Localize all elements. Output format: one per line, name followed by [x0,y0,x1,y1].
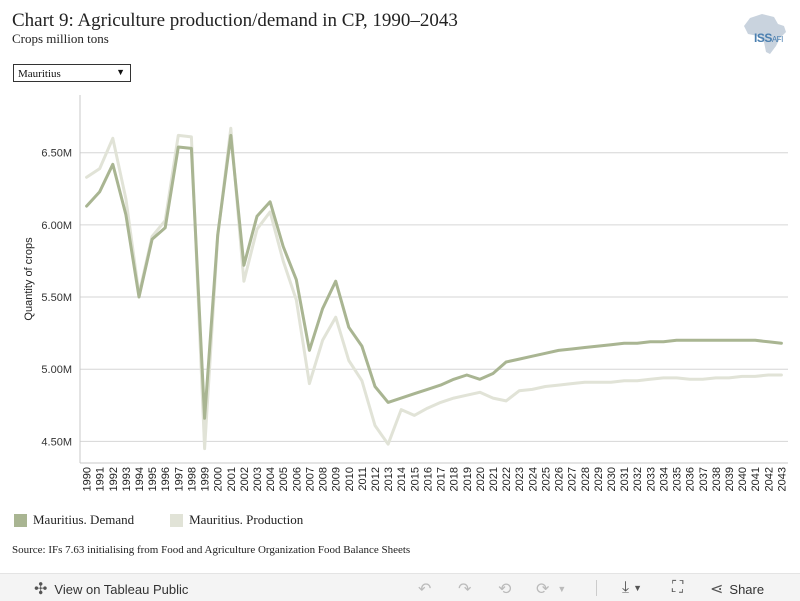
legend-item-production[interactable]: Mauritius. Production [170,512,303,528]
y-tick-label: 6.50M [41,148,72,160]
x-tick-label: 2038 [711,467,723,491]
x-tick-label: 2001 [226,467,238,491]
x-tick-label: 2025 [540,467,552,491]
x-tick-label: 2035 [672,467,684,491]
download-icon: ⤓ [622,579,630,596]
x-tick-label: 1990 [82,467,94,491]
share-icon: ⋖ [710,581,724,598]
x-tick-label: 2018 [449,467,461,491]
x-tick-label: 2002 [239,467,251,491]
tableau-toolbar: ✣ View on Tableau Public ↶ ↷ ⟲ ⟳ ▼ ⤓ ▼ ⛶ ⋖… [0,573,800,601]
x-tick-label: 1999 [200,467,212,491]
revert-icon: ⟲ [498,581,512,598]
chevron-down-icon: ▼ [557,584,567,594]
x-tick-label: 1991 [95,467,107,491]
x-tick-label: 2005 [278,467,290,491]
x-tick-label: 2026 [554,467,566,491]
africa-map-logo-icon [744,14,786,54]
view-on-tableau-label: View on Tableau Public [54,581,189,597]
x-tick-label: 2004 [265,467,277,491]
x-tick-label: 2036 [685,467,697,491]
legend-swatch-demand [14,513,27,527]
y-tick-label: 5.00M [41,364,72,376]
x-tick-label: 2039 [724,467,736,491]
x-tick-label: 2021 [488,467,500,491]
x-tick-label: 1992 [108,467,120,491]
x-tick-label: 1993 [121,467,133,491]
source-note: Source: IFs 7.63 initialising from Food … [12,544,411,556]
x-tick-label: 2019 [462,467,474,491]
x-tick-label: 2022 [501,467,513,491]
x-tick-label: 2012 [370,467,382,491]
series-line-production [85,126,783,451]
x-tick-label: 2006 [291,467,303,491]
y-tick-label: 4.50M [41,436,72,448]
x-tick-label: 2013 [383,467,395,491]
x-tick-label: 2003 [252,467,264,491]
page-title: Chart 9: Agriculture production/demand i… [12,10,458,31]
legend-label-demand: Mauritius. Demand [33,512,135,527]
refresh-icon: ⟳ [536,581,550,598]
x-tick-label: 2028 [580,467,592,491]
x-tick-label: 2029 [593,467,605,491]
x-tick-label: 2033 [645,467,657,491]
share-label: Share [729,581,765,597]
x-tick-label: 2042 [763,467,775,491]
y-tick-label: 5.50M [41,292,72,304]
x-tick-label: 2008 [318,467,330,491]
redo-icon: ↷ [458,581,472,598]
undo-button[interactable]: ↶ [418,579,431,599]
redo-button[interactable]: ↷ [458,579,471,599]
x-tick-label: 2043 [776,467,788,491]
x-tick-label: 2014 [396,467,408,491]
x-tick-label: 2034 [658,467,670,491]
undo-icon: ↶ [418,581,432,598]
y-axis-label: Quantity of crops [23,237,35,321]
x-tick-label: 2011 [357,467,369,491]
x-tick-label: 2037 [698,467,710,491]
x-tick-label: 2023 [514,467,526,491]
tableau-logo-icon: ✣ [34,581,48,598]
x-tick-label: 2031 [619,467,631,491]
x-tick-label: 2015 [409,467,421,491]
refresh-button[interactable]: ⟳ ▼ [536,579,566,599]
x-tick-label: 1995 [147,467,159,491]
download-button[interactable]: ⤓ ▼ [622,579,642,597]
x-tick-label: 2030 [606,467,618,491]
x-tick-label: 2009 [331,467,343,491]
x-tick-label: 1998 [186,467,198,491]
line-chart: 4.50M 5.00M 5.50M 6.00M 6.50M Quantity of cro… [23,95,788,491]
legend-label-production: Mauritius. Production [189,512,304,527]
x-tick-label: 1997 [173,467,185,491]
country-dropdown[interactable]: Mauritius ▼ [13,64,131,82]
x-tick-label: 2032 [632,467,644,491]
x-tick-label: 1994 [134,467,146,491]
chevron-down-icon: ▼ [633,583,642,593]
x-tick-label: 2024 [527,467,539,491]
x-tick-label: 2040 [737,467,749,491]
fullscreen-icon: ⛶ [672,579,684,596]
view-on-tableau-button[interactable]: ✣ View on Tableau Public [34,579,188,599]
x-tick-label: 2010 [344,467,356,491]
chevron-down-icon: ▼ [116,67,125,77]
x-tick-label: 2017 [436,467,448,491]
x-tick-label: 2000 [213,467,225,491]
legend: Mauritius. Demand Mauritius. Production [14,512,339,528]
revert-button[interactable]: ⟲ [498,579,511,599]
share-button[interactable]: ⋖ Share [710,579,764,599]
legend-swatch-production [170,513,184,527]
fullscreen-button[interactable]: ⛶ [672,579,683,597]
x-tick-label: 1996 [160,467,172,491]
x-tick-label: 2020 [475,467,487,491]
page-subtitle: Crops million tons [12,31,109,46]
x-tick-label: 2007 [304,467,316,491]
y-tick-label: 6.00M [41,220,72,232]
logo-text: ISSAFI [754,31,783,45]
dropdown-value: Mauritius [18,68,61,80]
legend-item-demand[interactable]: Mauritius. Demand [14,512,134,528]
x-tick-label: 2016 [422,467,434,491]
series-line-demand [85,133,783,420]
x-tick-label: 2027 [567,467,579,491]
x-tick-label: 2041 [750,467,762,491]
